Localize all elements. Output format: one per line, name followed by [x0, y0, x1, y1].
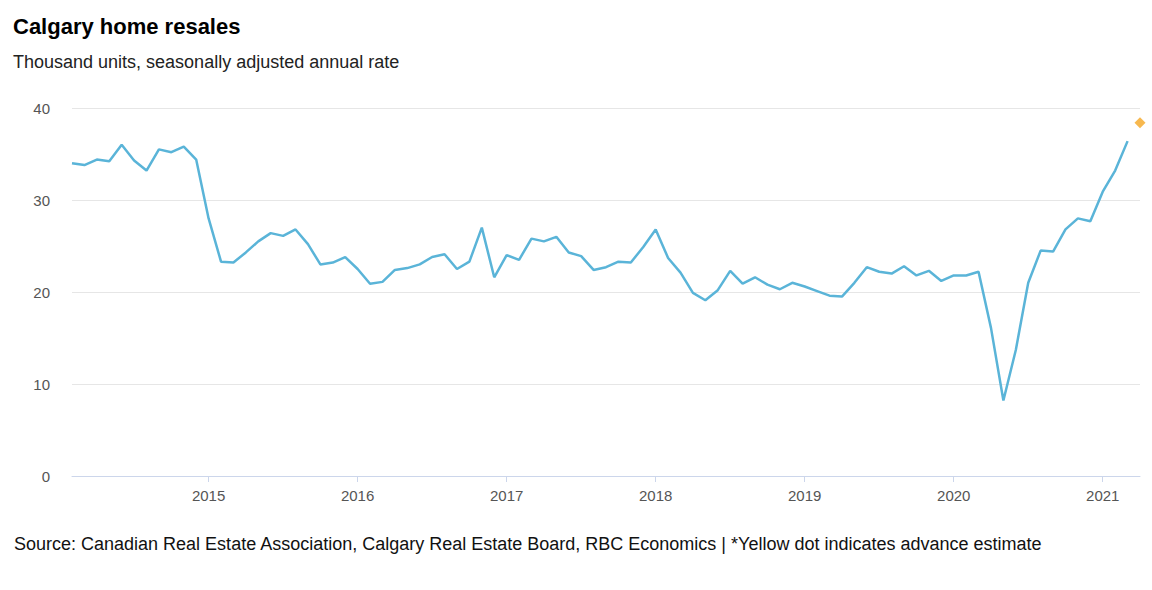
svg-text:Source: Canadian Real Estate A: Source: Canadian Real Estate Association…	[14, 534, 1042, 554]
svg-text:2021: 2021	[1086, 487, 1119, 504]
svg-text:2018: 2018	[639, 487, 672, 504]
svg-text:10: 10	[33, 376, 50, 393]
svg-text:2015: 2015	[192, 487, 225, 504]
svg-text:Thousand units, seasonally adj: Thousand units, seasonally adjusted annu…	[13, 52, 399, 72]
svg-text:2019: 2019	[788, 487, 821, 504]
svg-text:2016: 2016	[341, 487, 374, 504]
svg-text:2017: 2017	[490, 487, 523, 504]
svg-text:0: 0	[42, 468, 50, 485]
svg-text:2020: 2020	[937, 487, 970, 504]
svg-text:Calgary home resales: Calgary home resales	[13, 14, 240, 39]
svg-text:30: 30	[33, 192, 50, 209]
svg-text:40: 40	[33, 100, 50, 117]
svg-text:20: 20	[33, 284, 50, 301]
